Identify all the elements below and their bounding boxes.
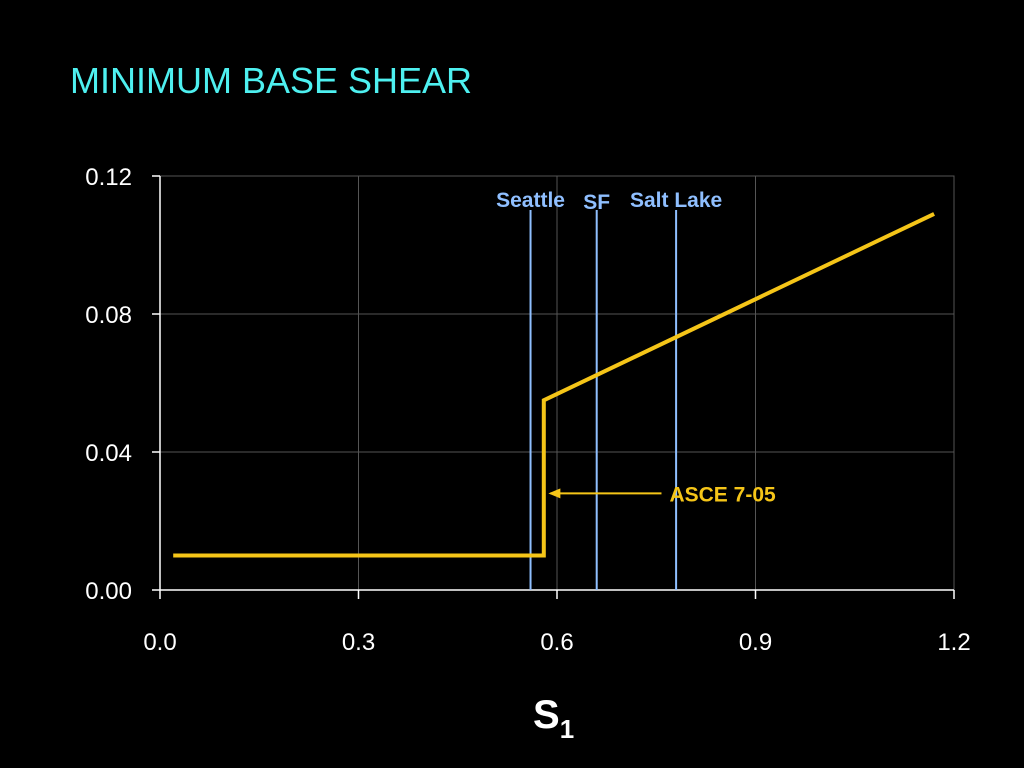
gridlines — [159, 175, 955, 591]
y-tick-label: 0.00 — [85, 578, 132, 605]
y-tick-label: 0.12 — [85, 164, 132, 191]
annotation-label: ASCE 7-05 — [669, 483, 776, 506]
x-tick-label: 0.9 — [739, 629, 772, 656]
annotations: ASCE 7-05 — [548, 483, 776, 506]
axes: 0.00 0.04 0.08 0.12 0.0 0.3 0.6 0.9 1.2 — [85, 164, 970, 656]
x-tick-label: 0.0 — [143, 629, 176, 656]
marker-label: Seattle — [496, 189, 565, 212]
x-axis-label-main: S — [533, 693, 560, 737]
series-line-0 — [173, 212, 935, 558]
slide-title: MINIMUM BASE SHEAR — [70, 60, 473, 101]
x-axis-label-subscript: 1 — [560, 714, 574, 744]
x-tick-label: 0.3 — [342, 629, 375, 656]
y-tick-label: 0.08 — [85, 302, 132, 329]
marker-label: Salt Lake — [630, 189, 722, 212]
y-tick-label: 0.04 — [85, 440, 132, 467]
series — [173, 212, 935, 558]
x-tick-label: 1.2 — [937, 629, 970, 656]
axis-labels: S1 — [533, 693, 574, 744]
vertical-markers: Seattle SF Salt Lake — [496, 189, 722, 590]
x-tick-label: 0.6 — [540, 629, 573, 656]
x-axis-label: S1 — [533, 693, 574, 744]
marker-label: SF — [583, 191, 610, 214]
